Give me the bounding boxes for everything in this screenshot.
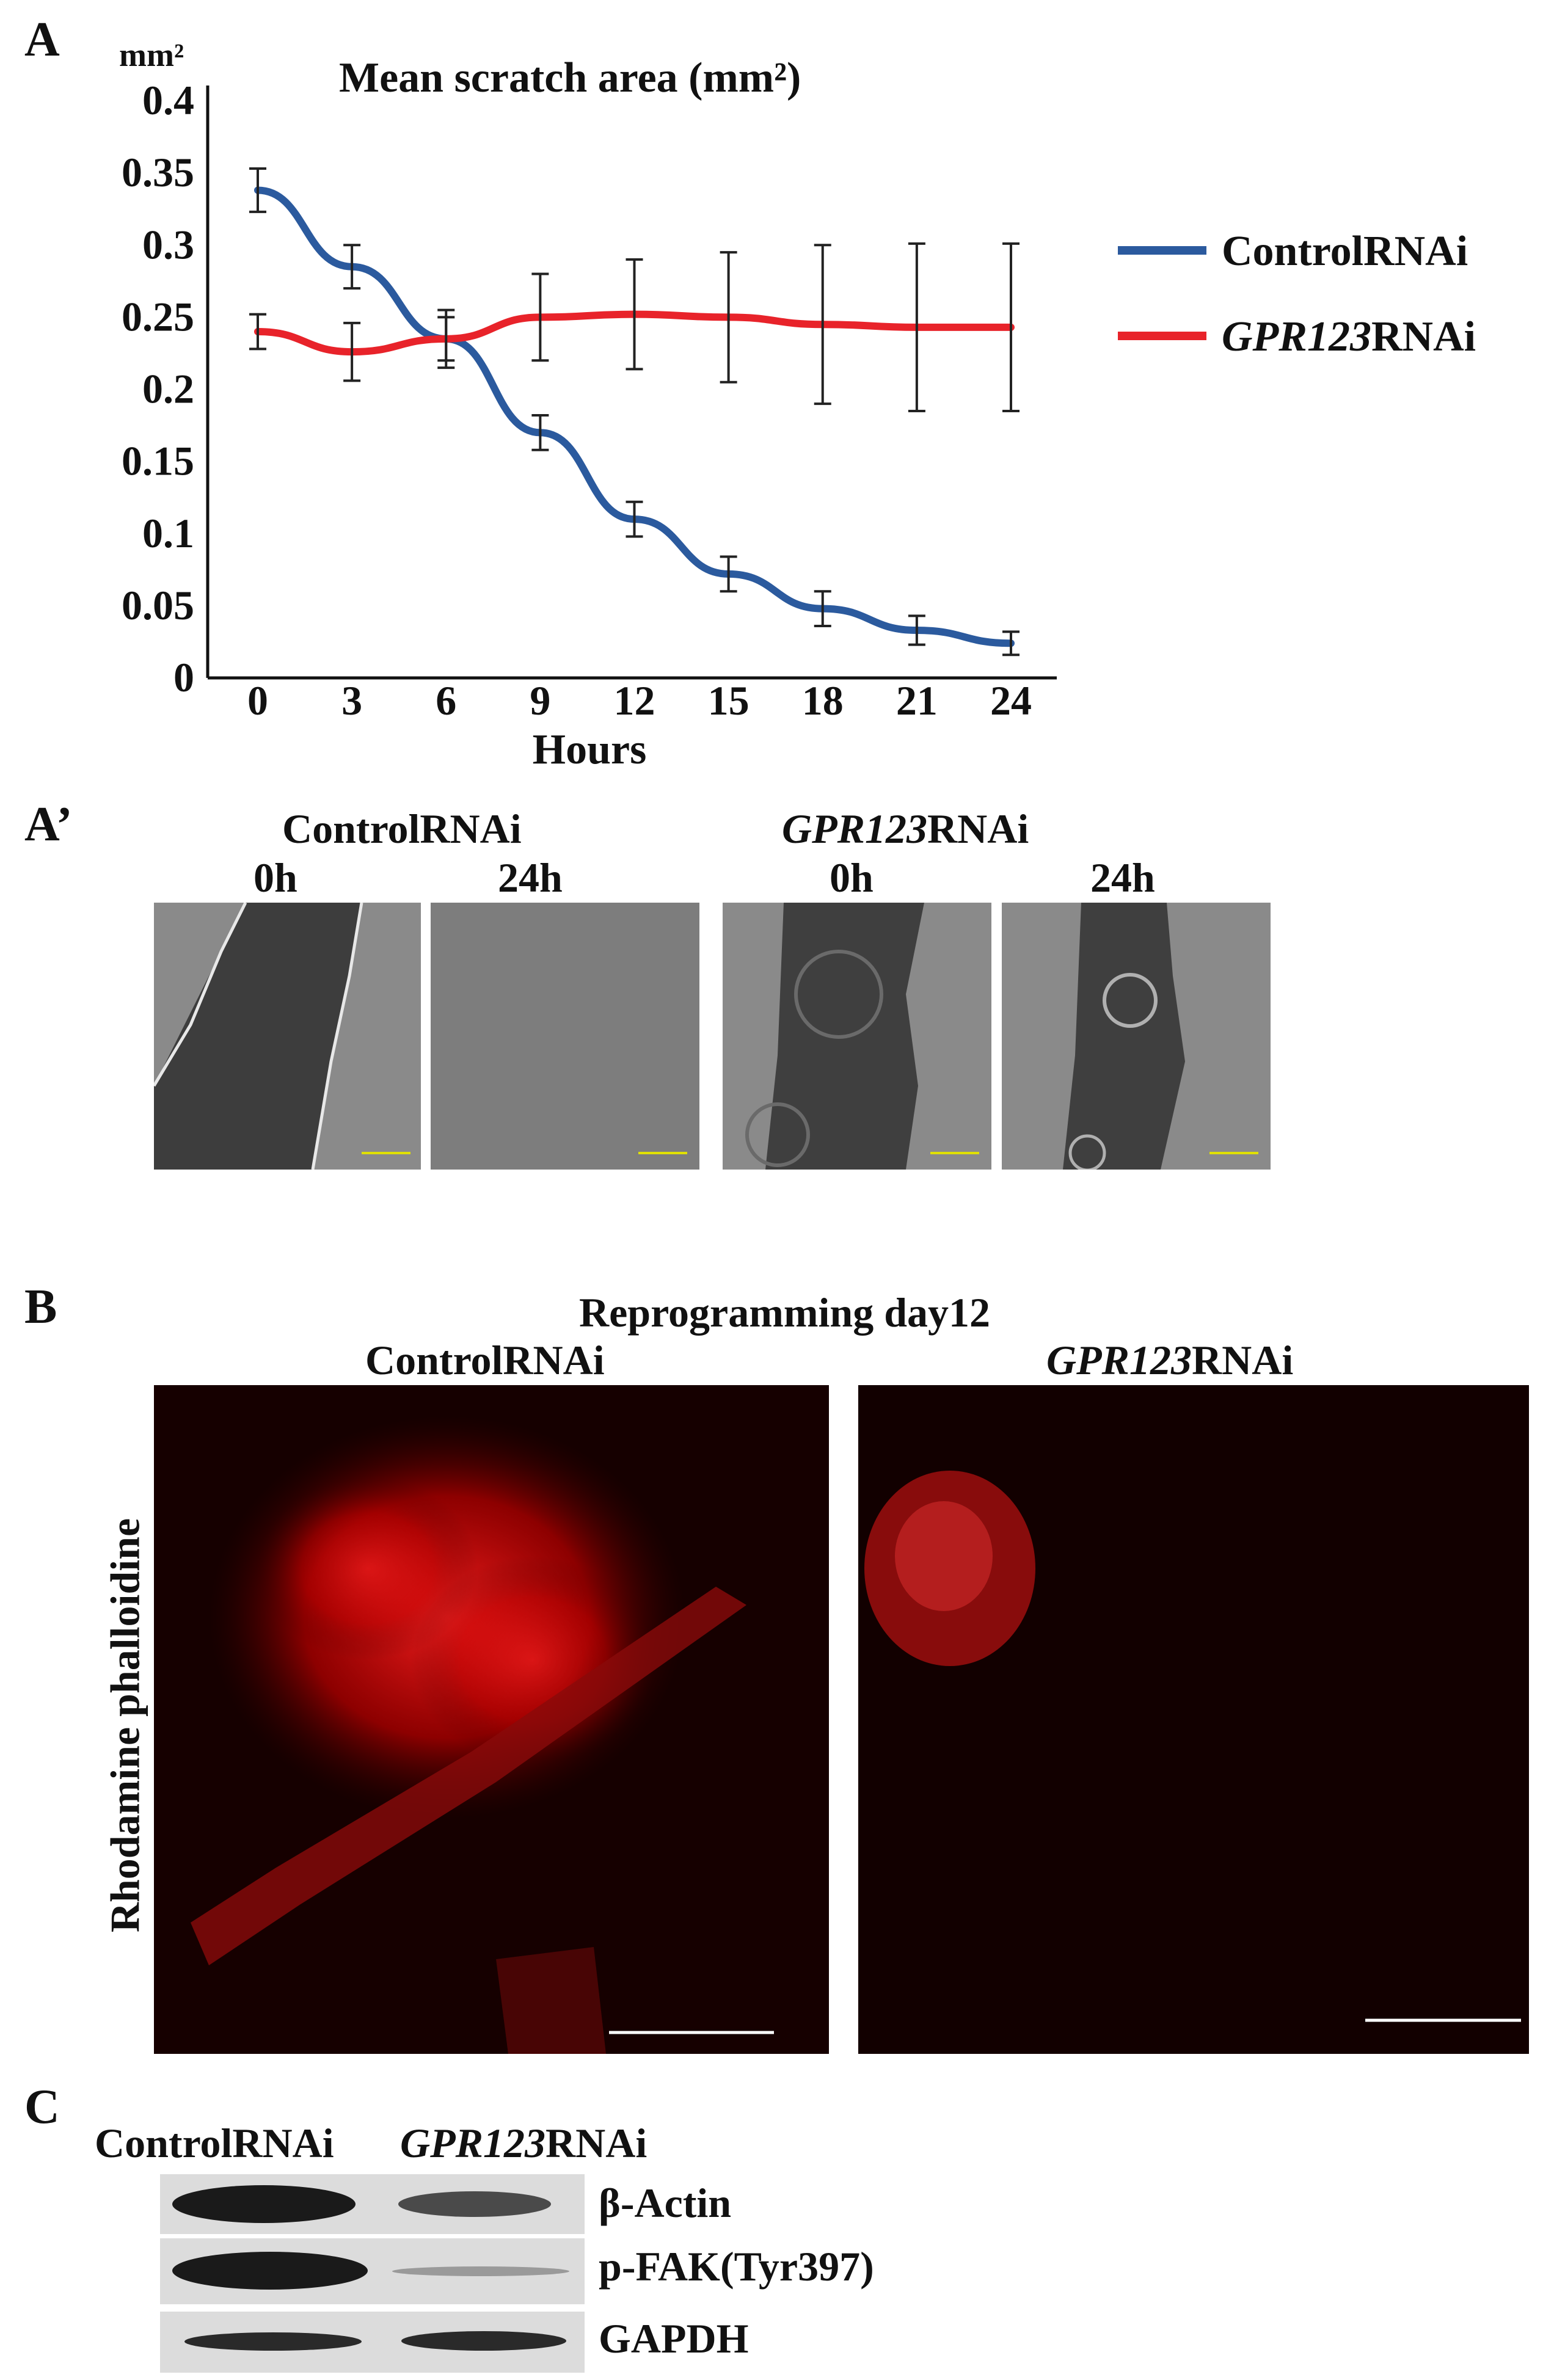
panel-letter-a: A <box>24 13 60 67</box>
y-tick-label: 0.1 <box>142 510 194 556</box>
band-actin-control <box>172 2185 356 2223</box>
scratch-gpr-label: GPR123RNAi <box>782 805 1029 853</box>
phalloidin-gpr-label: GPR123RNAi <box>1046 1336 1293 1385</box>
scratch-gpr-label-suffix: RNAi <box>927 806 1029 852</box>
x-tick-label: 24 <box>990 677 1032 724</box>
chart-legend: ControlRNAi GPR123RNAi <box>1118 228 1476 360</box>
y-tick-label: 0.25 <box>122 293 194 340</box>
y-tick-label: 0 <box>173 654 194 701</box>
scratch-control-0h-label: 0h <box>254 854 297 901</box>
scratch-gpr-label-italic: GPR123 <box>782 806 927 852</box>
panel-letter-b: B <box>24 1280 57 1334</box>
y-tick-label: 0.4 <box>142 77 194 123</box>
phalloidin-gpr-label-suffix: RNAi <box>1192 1337 1294 1383</box>
western-col-gpr-italic: GPR123 <box>400 2120 545 2166</box>
x-tick-label: 21 <box>896 677 938 724</box>
phalloidin-image-control <box>154 1385 829 2054</box>
legend-label-0: ControlRNAi <box>1222 228 1468 275</box>
y-tick-label: 0.3 <box>142 221 194 267</box>
band-pfak-gpr <box>392 2266 569 2276</box>
x-tick-label: 0 <box>247 677 268 724</box>
x-tick-label: 18 <box>802 677 844 724</box>
scratch-gpr-0h-label: 0h <box>830 854 874 901</box>
x-tick-label: 3 <box>341 677 362 724</box>
western-row-pfak: p-FAK(Tyr397) <box>599 2243 874 2290</box>
western-strip-gapdh <box>160 2312 585 2373</box>
scratch-image-gpr-0h <box>723 903 991 1170</box>
phalloidin-control-label: ControlRNAi <box>365 1337 605 1383</box>
x-tick-label: 6 <box>436 677 456 724</box>
scratch-area-chart: Mean scratch area (mm²) mm² Hours 0 0.05 0.1… <box>119 37 1476 773</box>
panel-letter-c: C <box>24 2080 60 2134</box>
western-strip-pfak <box>160 2238 585 2304</box>
x-axis-label: Hours <box>533 726 647 773</box>
scratch-image-gpr-24h <box>1002 903 1271 1170</box>
legend-label-text: ControlRNAi <box>1222 228 1468 275</box>
band-gapdh-gpr <box>401 2331 566 2351</box>
western-row-gapdh: GAPDH <box>599 2315 749 2362</box>
phalloidin-gpr-label-italic: GPR123 <box>1046 1337 1192 1383</box>
phalloidin-image-gpr <box>858 1385 1529 2054</box>
phalloidin-side-label: Rhodamine phalloidine <box>101 1518 148 1933</box>
western-col-control: ControlRNAi <box>95 2120 334 2166</box>
panel-letter-a-prime: A’ <box>24 798 73 851</box>
y-tick-label: 0.05 <box>122 582 194 628</box>
legend-label-text: RNAi <box>1371 313 1476 360</box>
scratch-control-24h-label: 24h <box>498 854 563 901</box>
y-tick-label: 0.35 <box>122 149 194 195</box>
scratch-image-control-0h <box>154 903 421 1170</box>
chart-ticks: 0 0.05 0.1 0.15 0.2 0.25 0.3 0.35 0.4 0 3 6 9 12 15 18 2… <box>122 77 1032 724</box>
band-actin-gpr <box>398 2191 551 2217</box>
chart-axes: Mean scratch area (mm²) mm² Hours <box>119 37 1057 773</box>
legend-label-1: GPR123RNAi <box>1222 313 1476 360</box>
legend-label-italic: GPR123 <box>1222 313 1371 360</box>
chart-series <box>249 167 1020 657</box>
western-col-gpr-suffix: RNAi <box>545 2120 648 2166</box>
band-pfak-control <box>172 2252 368 2290</box>
y-axis-unit-label: mm² <box>119 37 184 73</box>
series-line-0 <box>254 186 1015 647</box>
series-line-1 <box>254 310 1015 356</box>
x-tick-label: 9 <box>530 677 550 724</box>
western-row-actin: β-Actin <box>599 2180 732 2226</box>
scratch-image-control-24h <box>431 903 699 1170</box>
scratch-gpr-24h-label: 24h <box>1090 854 1155 901</box>
phalloidin-title: Reprogramming day12 <box>579 1289 991 1336</box>
x-tick-label: 12 <box>614 677 655 724</box>
western-col-gpr: GPR123RNAi <box>400 2119 647 2167</box>
band-gapdh-control <box>184 2332 362 2351</box>
x-tick-label: 15 <box>708 677 750 724</box>
y-tick-label: 0.15 <box>122 438 194 484</box>
y-tick-label: 0.2 <box>142 366 194 412</box>
scratch-control-label: ControlRNAi <box>282 806 522 852</box>
western-strip-actin <box>160 2174 585 2234</box>
chart-title: Mean scratch area (mm²) <box>339 54 801 101</box>
